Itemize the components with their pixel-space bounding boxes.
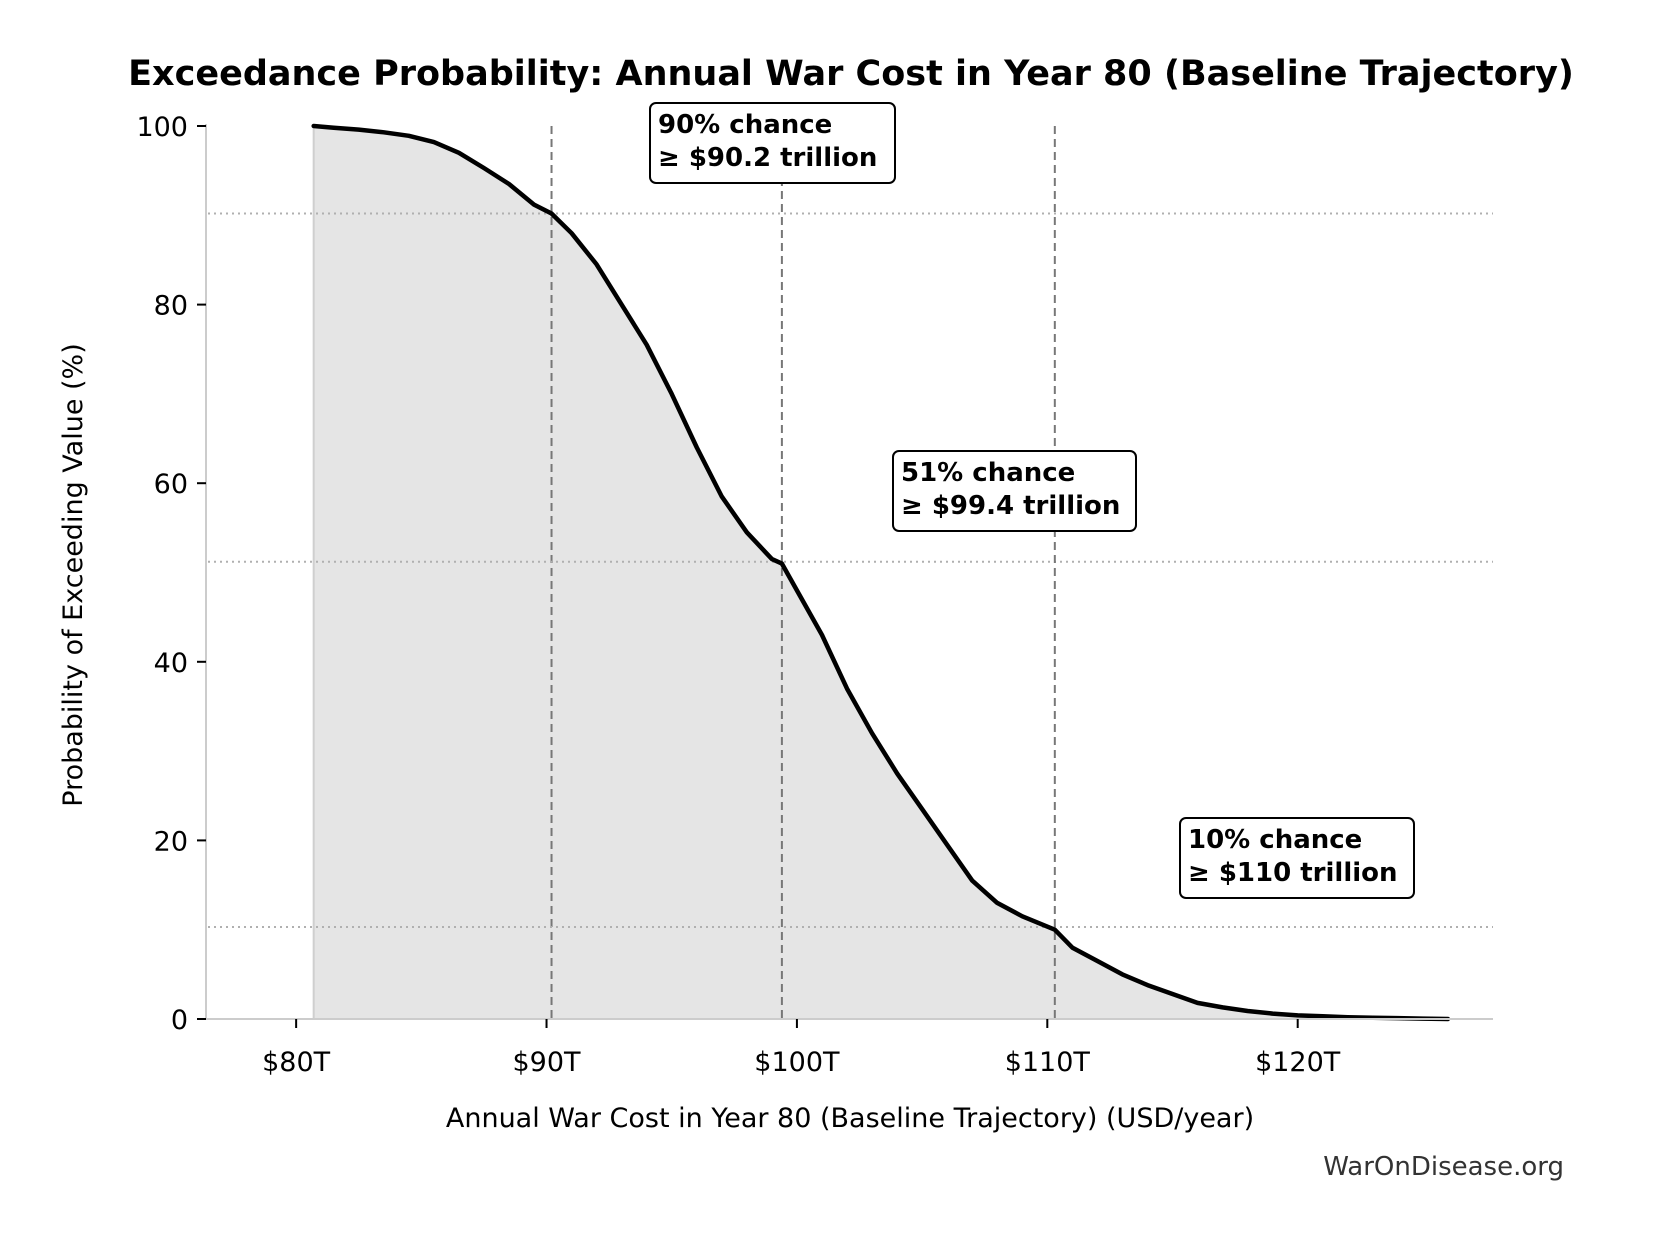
annotation-line-2: ≥ $99.4 trillion bbox=[901, 491, 1120, 521]
annotation-box-frame bbox=[1179, 817, 1415, 899]
annotation-line-1: 51% chance bbox=[901, 458, 1075, 488]
y-axis-label: Probability of Exceeding Value (%) bbox=[58, 343, 89, 806]
annotation-box-frame bbox=[892, 450, 1137, 532]
area-fill bbox=[313, 126, 1448, 1019]
annotation-line-2: ≥ $110 trillion bbox=[1188, 858, 1398, 888]
x-tick-label: $110T bbox=[1005, 1047, 1091, 1078]
annotation-box-2: 51% chance≥ $99.4 trillion bbox=[892, 450, 1137, 532]
exceedance-curve bbox=[311, 123, 1451, 1022]
watermark: WarOnDisease.org bbox=[1323, 1152, 1564, 1182]
annotation-box-frame bbox=[649, 102, 896, 184]
annotation-box-3: 10% chance≥ $110 trillion bbox=[1179, 817, 1415, 899]
y-tick-label: 0 bbox=[171, 1005, 188, 1036]
annotation-line-2: ≥ $90.2 trillion bbox=[658, 143, 877, 173]
x-tick-label: $120T bbox=[1255, 1047, 1341, 1078]
y-tick-label: 40 bbox=[154, 648, 188, 679]
y-tick-label: 60 bbox=[154, 469, 188, 500]
y-tick-label: 80 bbox=[154, 291, 188, 322]
x-tick-label: $90T bbox=[513, 1047, 582, 1078]
x-axis-label: Annual War Cost in Year 80 (Baseline Tra… bbox=[446, 1103, 1254, 1134]
plot-area: 0 20 40 60 80 100 $80T $90T $100T $110T $120T 90% c… bbox=[136, 102, 1493, 1078]
annotation-line-1: 90% chance bbox=[658, 110, 832, 140]
chart-title: Exceedance Probability: Annual War Cost … bbox=[128, 54, 1574, 94]
annotation-line-1: 10% chance bbox=[1188, 825, 1362, 855]
annotation-box-1: 90% chance≥ $90.2 trillion bbox=[649, 102, 896, 184]
y-tick-label: 100 bbox=[136, 112, 188, 143]
y-tick-label: 20 bbox=[154, 826, 188, 857]
x-tick-label: $100T bbox=[754, 1047, 840, 1078]
x-tick-label: $80T bbox=[262, 1047, 331, 1078]
